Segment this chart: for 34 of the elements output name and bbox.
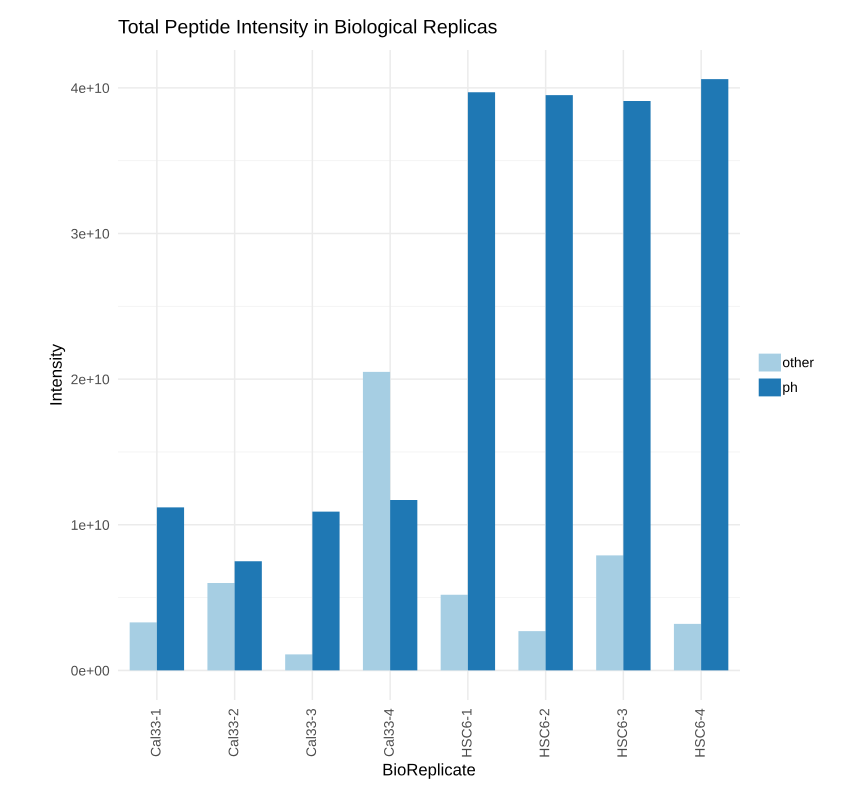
y-tick-label: 0e+00 xyxy=(71,666,110,676)
x-tick-label: Cal33-2 xyxy=(228,709,238,756)
bar xyxy=(701,79,728,670)
bar xyxy=(440,594,468,670)
y-axis-title: Intensity xyxy=(50,344,66,404)
bar xyxy=(468,92,496,670)
x-tick-label: Cal33-4 xyxy=(384,708,394,756)
legend-label: ph xyxy=(783,382,797,395)
x-tick-label: HSC6-2 xyxy=(540,709,550,757)
y-tick-label: 3e+10 xyxy=(71,228,110,239)
bar xyxy=(362,372,390,670)
legend-label: other xyxy=(782,357,814,368)
bar xyxy=(390,500,418,670)
bar xyxy=(674,624,702,670)
x-tick-label: HSC6-1 xyxy=(462,709,472,757)
bar xyxy=(234,561,262,670)
bar xyxy=(518,631,546,670)
x-tick-label: HSC6-3 xyxy=(617,708,628,757)
chart-title: Total Peptide Intensity in Biological Replicas xyxy=(118,19,497,38)
bar xyxy=(156,507,184,670)
bar xyxy=(207,583,235,670)
x-axis-title: BioReplicate xyxy=(384,763,476,779)
y-tick-label: 4e+10 xyxy=(70,83,110,94)
y-tick-label: 1e+10 xyxy=(72,520,110,530)
bar xyxy=(312,512,340,670)
bar xyxy=(596,555,624,670)
bar xyxy=(130,622,157,670)
x-tick-label: Cal33-3 xyxy=(306,708,316,756)
y-tick-label: 2e+10 xyxy=(71,374,110,384)
bar xyxy=(546,95,573,670)
bar xyxy=(623,100,651,670)
x-tick-label: HSC6-4 xyxy=(695,708,705,757)
x-tick-label: Cal33-1 xyxy=(150,709,161,756)
bar xyxy=(285,654,312,670)
